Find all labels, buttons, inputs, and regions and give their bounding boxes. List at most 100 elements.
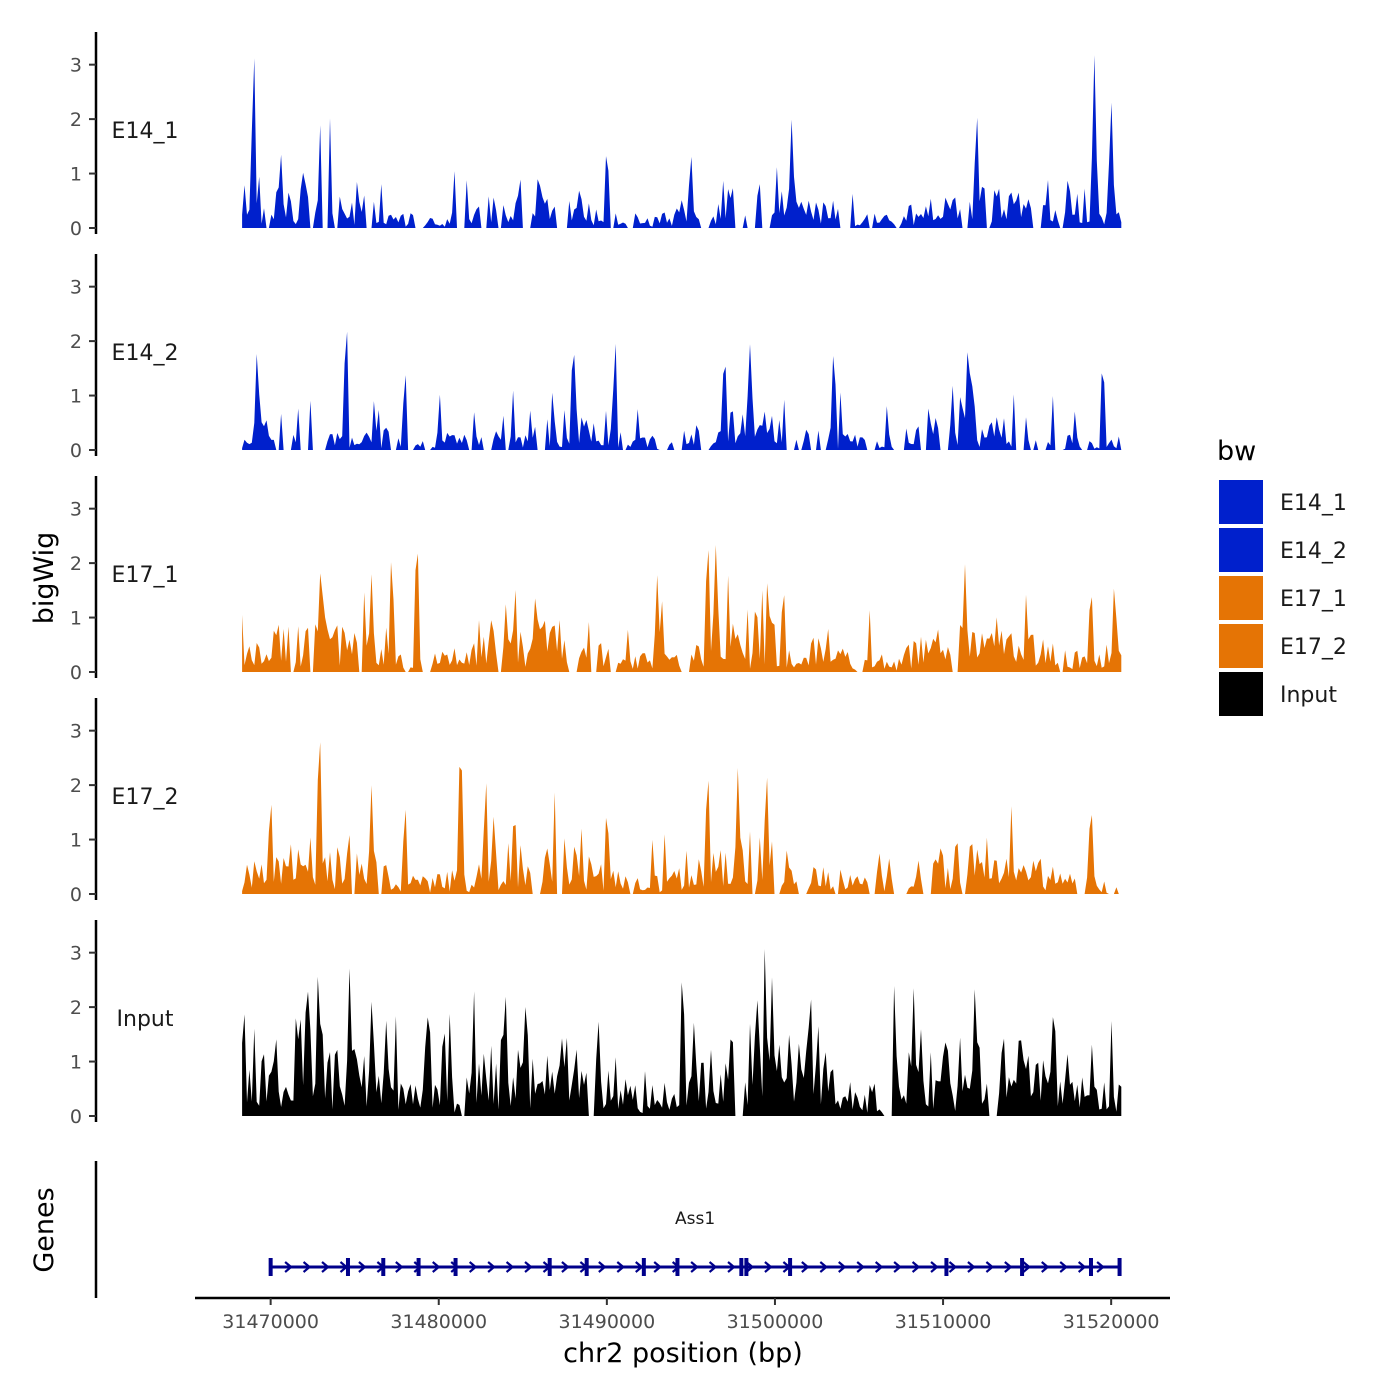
gene-exon (944, 1258, 949, 1276)
strand-arrow (1041, 1261, 1050, 1273)
y-tick-label: 2 (70, 997, 82, 1019)
x-tick-label: 31490000 (558, 1311, 655, 1333)
y-tick-label: 1 (70, 830, 82, 852)
track-panel-e14-1: 0 1 2 3 E14_1 (70, 32, 1122, 240)
y-tick-label: 1 (70, 608, 82, 630)
strand-arrow (598, 1261, 607, 1273)
legend-swatch (1219, 480, 1263, 524)
gene-exon (1117, 1258, 1122, 1276)
strand-arrow (856, 1261, 865, 1273)
y-tick-label: 0 (70, 884, 82, 906)
strand-arrow (635, 1261, 644, 1273)
strand-arrow (801, 1261, 810, 1273)
legend-swatch (1219, 576, 1263, 620)
strand-arrow (321, 1261, 330, 1273)
legend-swatch (1219, 624, 1263, 668)
y-tick-label: 0 (70, 218, 82, 240)
y-tick-label: 0 (70, 1106, 82, 1128)
strand-arrow (616, 1261, 626, 1273)
coverage-area-e14-1 (242, 55, 1122, 229)
strand-arrow (432, 1261, 441, 1273)
track-label: E14_2 (112, 341, 179, 366)
strand-arrow (1022, 1261, 1032, 1273)
strand-arrow (708, 1261, 718, 1273)
y-tick-label: 2 (70, 331, 82, 353)
strand-arrow (764, 1261, 773, 1273)
y-tick-label: 3 (70, 277, 82, 299)
y-tick-label: 1 (70, 1052, 82, 1074)
track-label: E17_2 (112, 785, 179, 810)
y-tick-label: 2 (70, 553, 82, 575)
track-panel-e17-2: 0 1 2 3 E17_2 (70, 698, 1122, 906)
legend-title: bw (1217, 436, 1256, 467)
strand-arrow (468, 1261, 478, 1273)
strand-arrow (745, 1261, 755, 1273)
x-tick-label: 31470000 (222, 1311, 319, 1333)
strand-arrow (1004, 1261, 1013, 1273)
legend-item: E14_2 (1219, 528, 1347, 572)
track-label: Input (117, 1007, 174, 1032)
strand-arrow (893, 1261, 902, 1273)
legend-label: E17_2 (1280, 635, 1347, 660)
y-axis-title-text: bigWig (29, 532, 60, 625)
track-panels: 0 1 2 3 E14_1 0 1 2 3 E14_2 0 1 2 3 E17_1 0 1 2 3 E17_2 0 1 2 3… (70, 32, 1122, 1128)
gene-exon (381, 1258, 386, 1276)
genes-axis-title: Genes (29, 1187, 60, 1272)
coverage-area-e14-2 (242, 331, 1122, 450)
strand-arrow (911, 1261, 921, 1273)
legend-items: E14_1 E14_2 E17_1 E17_2 Input (1219, 480, 1347, 716)
gene-exon (1020, 1258, 1025, 1276)
gene-exon (345, 1258, 350, 1276)
legend-label: E17_1 (1280, 587, 1347, 612)
strand-arrow (1096, 1261, 1105, 1273)
x-axis: 31470000 31480000 31490000 31500000 31510000… (195, 1296, 1170, 1369)
gene-exon (641, 1258, 646, 1276)
x-axis-title: chr2 position (bp) (563, 1338, 803, 1369)
y-tick-label: 0 (70, 440, 82, 462)
legend-swatch (1219, 528, 1263, 572)
gene-exon (453, 1258, 458, 1276)
x-tick-label: 31520000 (1063, 1311, 1160, 1333)
y-tick-label: 3 (70, 499, 82, 521)
strand-arrow (1059, 1261, 1068, 1273)
y-tick-label: 3 (70, 55, 82, 77)
track-label: E14_1 (112, 119, 179, 144)
y-axis-title: bigWig (29, 532, 60, 625)
strand-arrow (819, 1261, 829, 1273)
x-tick-label: 31510000 (895, 1311, 992, 1333)
gene-model (268, 1258, 1122, 1276)
gene-label: Ass1 (675, 1209, 715, 1229)
x-tick-label: 31500000 (727, 1311, 824, 1333)
y-tick-label: 1 (70, 386, 82, 408)
strand-arrow (948, 1261, 958, 1273)
strand-arrow (727, 1261, 736, 1273)
legend-item: Input (1219, 672, 1337, 716)
strand-arrow (487, 1261, 496, 1273)
strand-arrow (358, 1261, 367, 1273)
coverage-area-e17-1 (242, 545, 1122, 672)
legend-swatch (1219, 672, 1263, 716)
gene-exon (547, 1258, 552, 1276)
strand-arrow (967, 1261, 976, 1273)
legend-item: E17_1 (1219, 576, 1347, 620)
y-tick-label: 2 (70, 109, 82, 131)
strand-arrow (653, 1261, 662, 1273)
gene-exon (744, 1258, 749, 1276)
strand-arrow (395, 1261, 404, 1273)
genes-panel: Genes Ass1 (29, 1161, 1122, 1298)
coverage-area-e17-2 (242, 742, 1122, 894)
strand-arrow (302, 1261, 312, 1273)
x-ticks: 31470000 31480000 31490000 31500000 31510000… (222, 1298, 1160, 1333)
legend-label: E14_2 (1280, 539, 1347, 564)
track-panel-e14-2: 0 1 2 3 E14_2 (70, 254, 1122, 462)
track-label: E17_1 (112, 563, 179, 588)
coverage-area-input (242, 949, 1122, 1116)
y-tick-label: 3 (70, 943, 82, 965)
gene-exon (584, 1258, 589, 1276)
strand-arrow (284, 1261, 293, 1273)
legend-item: E17_2 (1219, 624, 1347, 668)
legend-label: Input (1280, 683, 1337, 708)
legend-item: E14_1 (1219, 480, 1347, 524)
strand-arrow (838, 1261, 847, 1273)
